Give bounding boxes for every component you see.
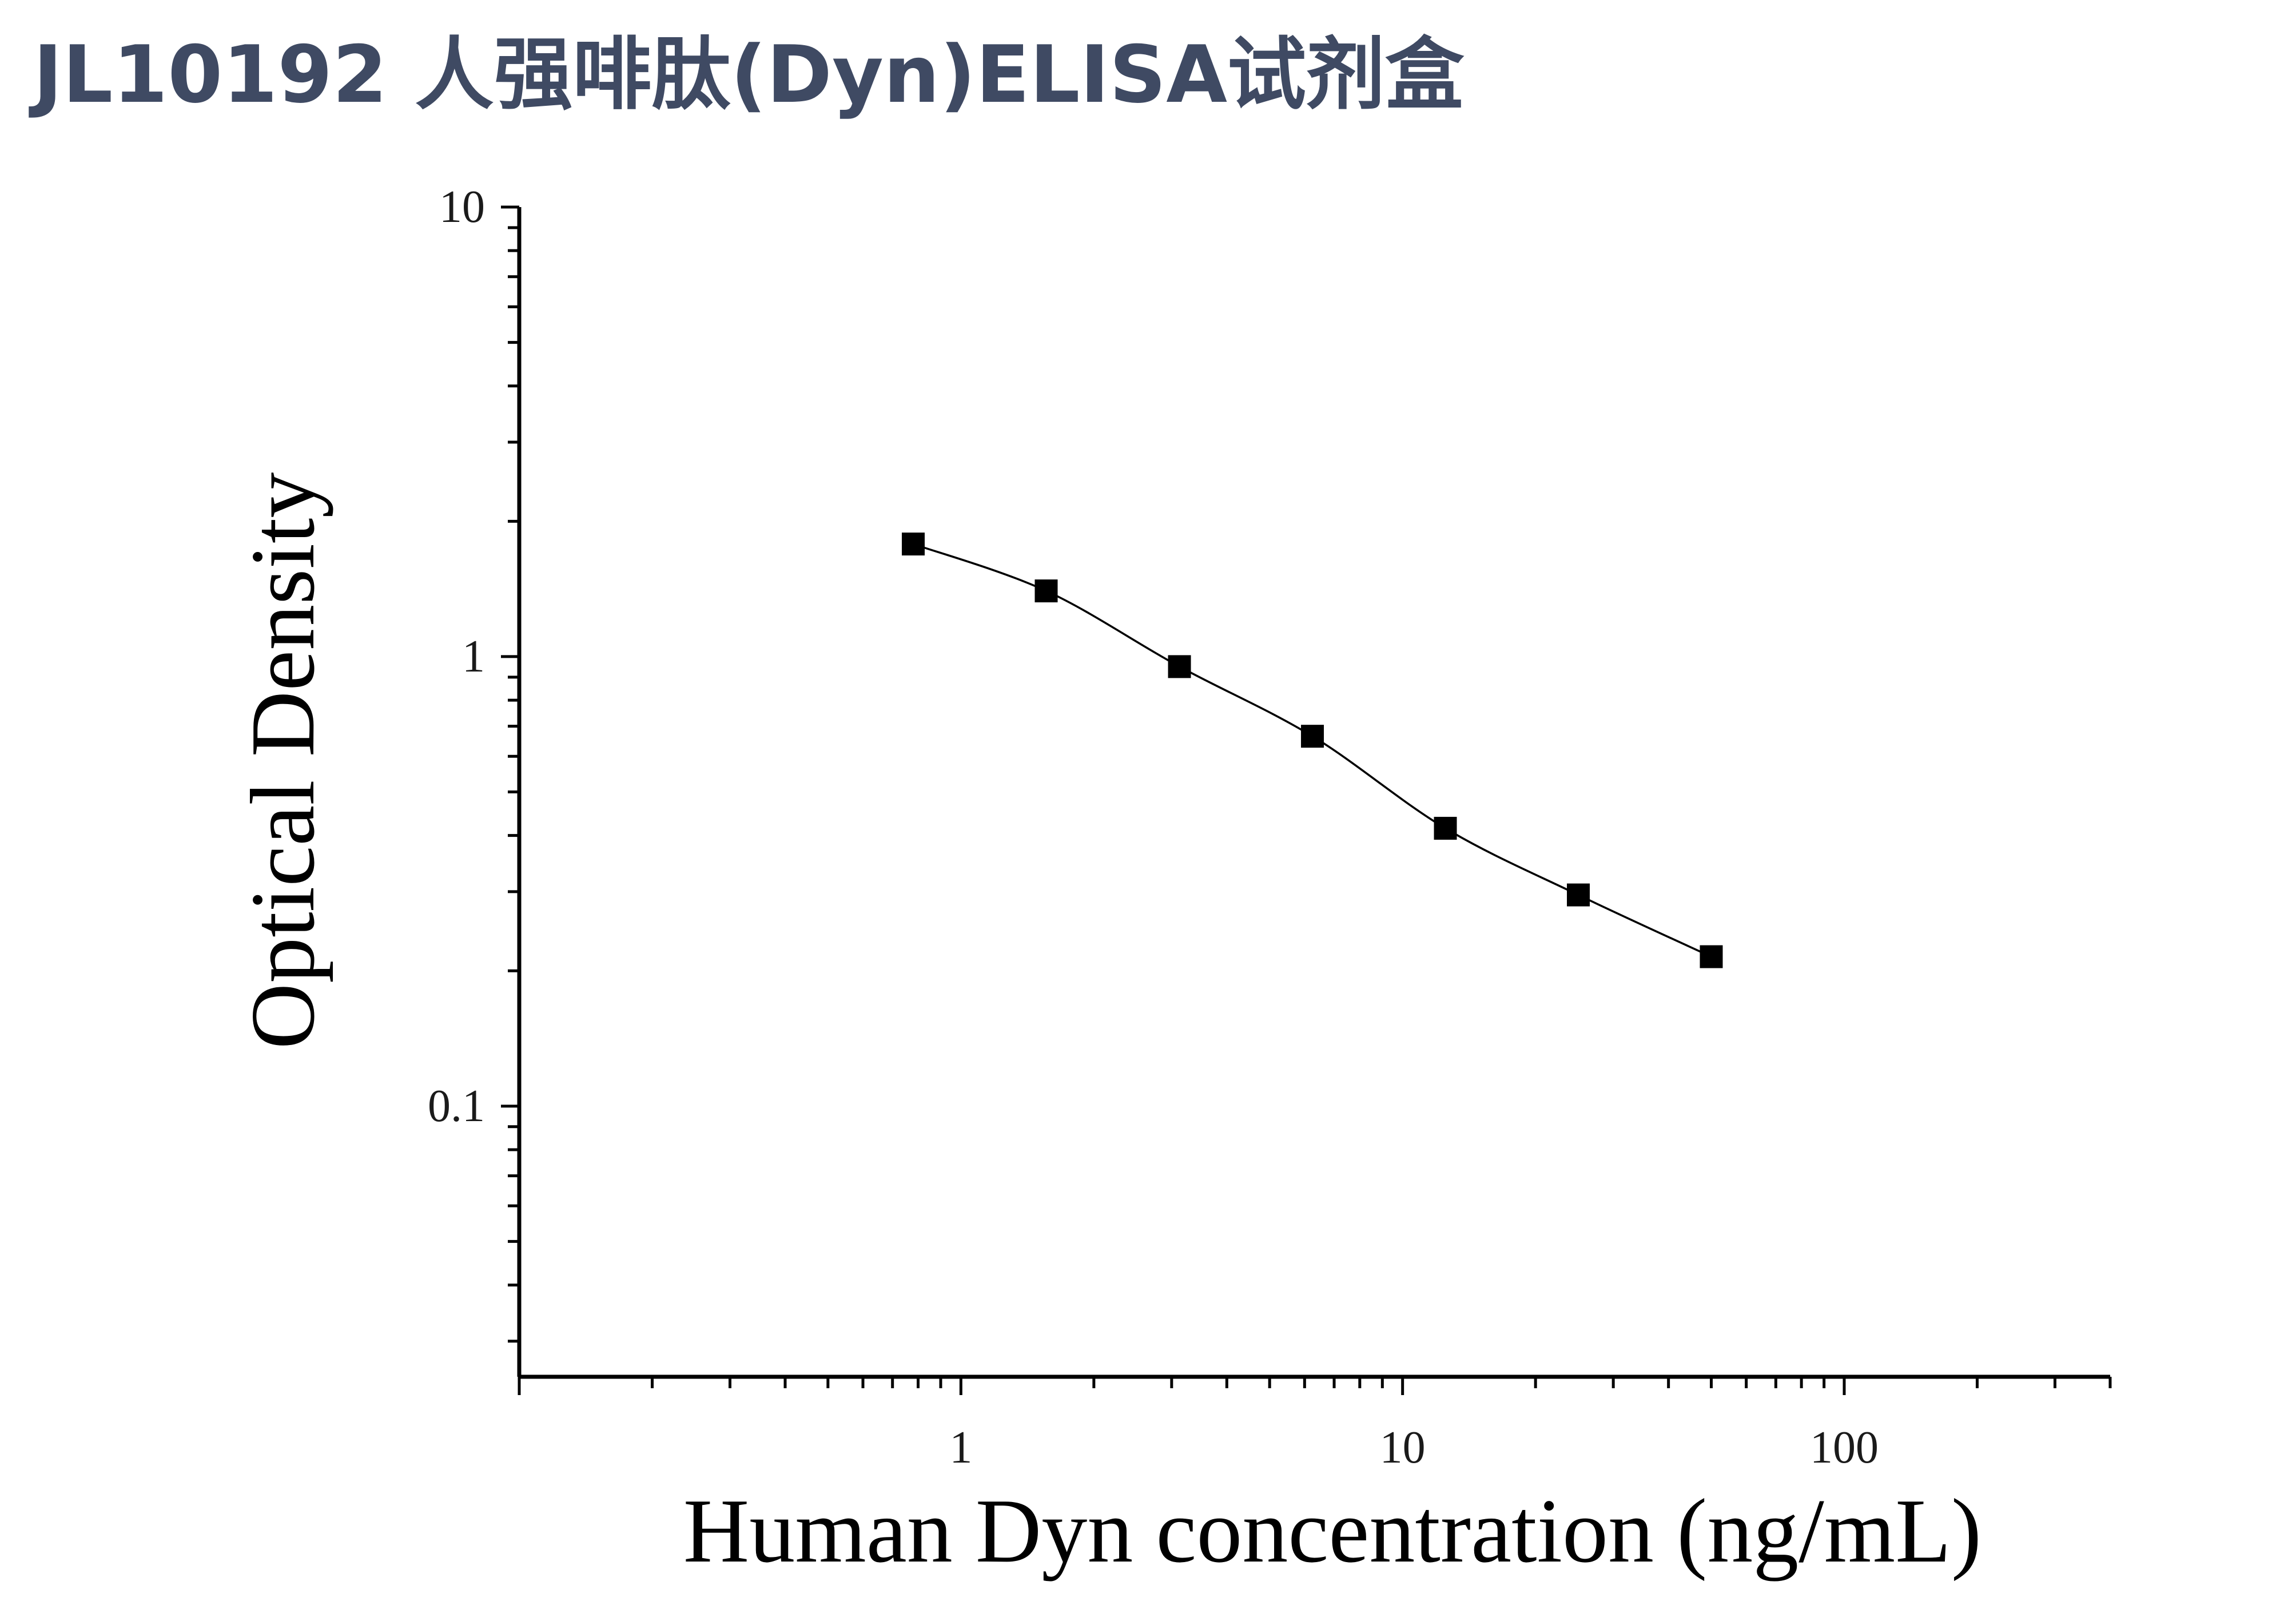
y-axis-label: Optical Density [232, 472, 333, 1050]
x-tick-label: 1 [949, 1423, 972, 1473]
x-tick-label: 10 [1380, 1423, 1426, 1473]
data-point [1301, 725, 1324, 748]
axes: 0.1 1 10 1 10 100 [428, 182, 2112, 1473]
data-points-layer [901, 533, 1723, 968]
data-point [1700, 945, 1723, 968]
data-point [1168, 655, 1191, 678]
y-tick-label: 0.1 [428, 1081, 485, 1131]
fit-curve-layer [913, 543, 1712, 958]
page-title: JL10192 人强啡肽(Dyn)ELISA试剂盒 [33, 29, 1465, 121]
x-tick-label: 100 [1810, 1423, 1879, 1473]
y-tick-label: 10 [439, 182, 485, 232]
data-point [1434, 817, 1457, 840]
data-point [1567, 883, 1590, 907]
y-tick-label: 1 [462, 631, 485, 682]
data-point [901, 533, 925, 556]
fit-curve [913, 543, 1712, 958]
x-axis-label: Human Dyn concentration (ng/mL) [683, 1480, 1981, 1582]
data-point [1034, 579, 1058, 603]
